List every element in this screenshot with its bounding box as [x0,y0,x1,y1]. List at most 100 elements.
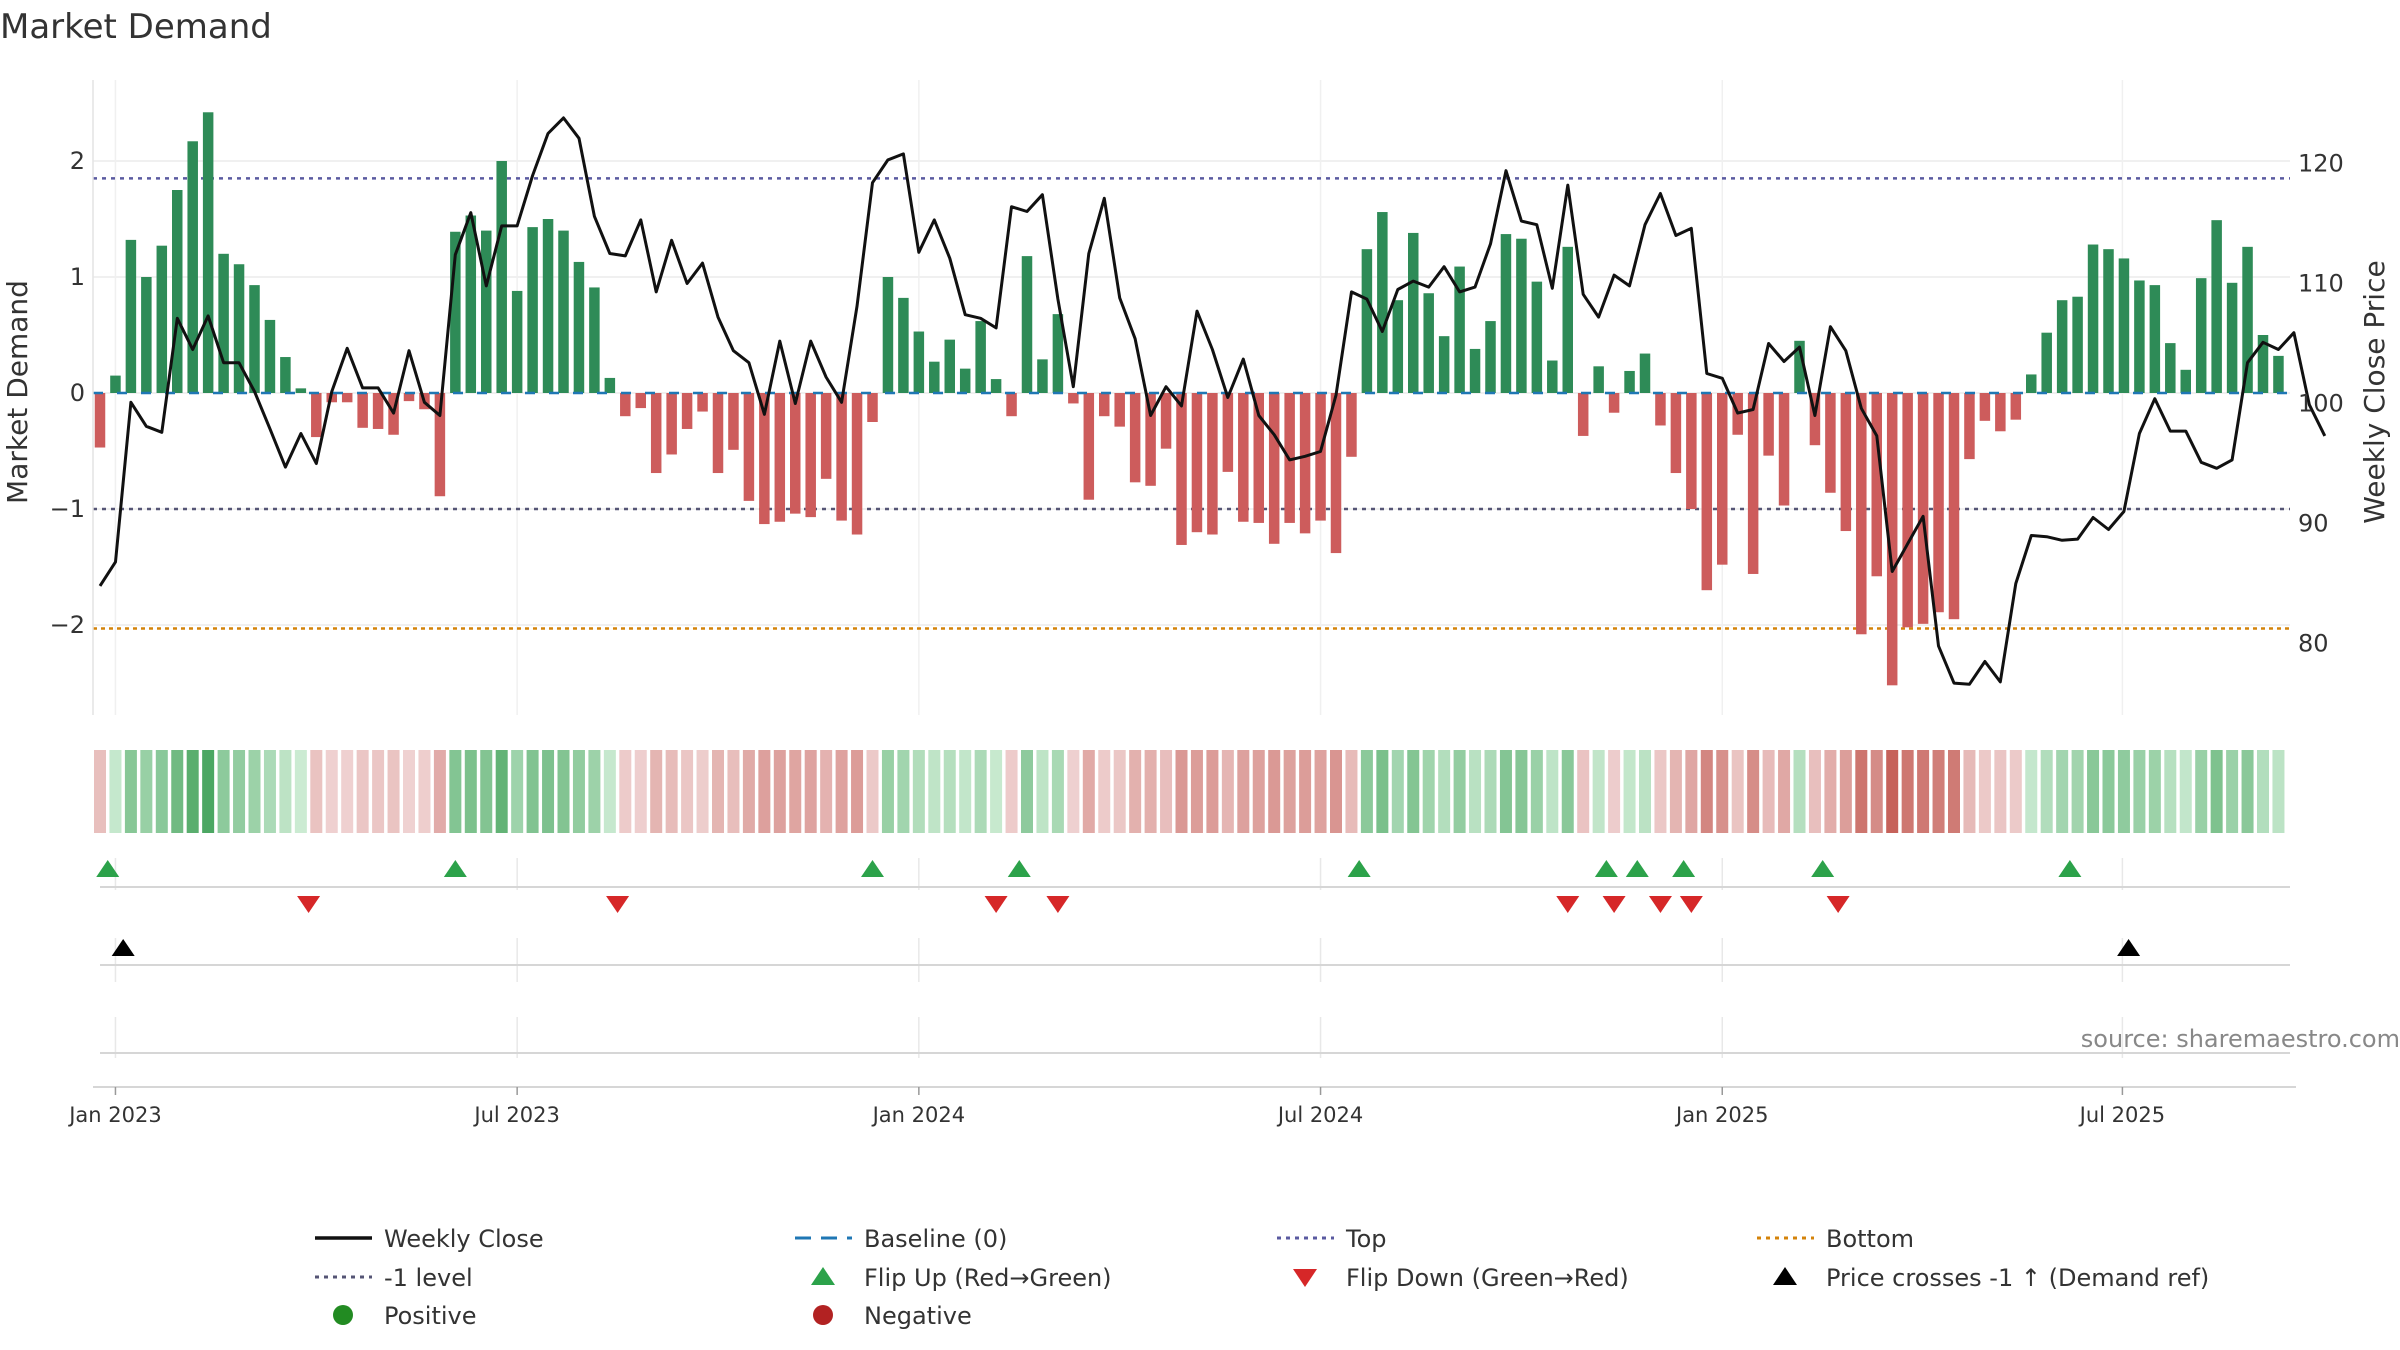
demand-bar [1006,393,1017,417]
heat-cell [1082,750,1095,833]
heat-cell [233,750,246,833]
demand-bar [1052,314,1064,393]
heat-cell [1422,750,1435,833]
demand-bar [1191,393,1203,533]
heat-cell [1639,750,1651,833]
heat-cell [557,750,570,833]
demand-bar [2211,220,2222,393]
demand-bar [2226,282,2238,393]
demand-bar [944,339,955,393]
demand-bar [1979,393,1991,421]
heat-cell [2226,750,2239,833]
x-tick-label: Jan 2024 [871,1103,966,1127]
demand-bar [851,393,863,535]
demand-bar [1160,393,1172,449]
y-tick-left: −2 [50,611,85,639]
heat-cell [1762,750,1775,833]
flip-down-marker [1602,896,1626,913]
demand-bar [1809,393,1821,446]
legend-label: Flip Up (Red→Green) [864,1264,1112,1292]
demand-bar [1392,300,1404,393]
heat-cell [1592,750,1605,833]
demand-bar [959,368,971,393]
heat-cell [1144,750,1157,833]
heat-cell [990,750,1003,833]
demand-bar [820,393,832,479]
x-tick-label: Jul 2025 [2078,1103,2165,1127]
heat-cell [94,750,106,833]
demand-bar [1995,393,2006,432]
demand-bar [2041,332,2052,393]
flip-up-marker [2058,860,2082,877]
heat-cell [1978,750,1991,833]
demand-bar [1114,393,1125,427]
flip-up-marker [96,860,120,877]
demand-bar [573,261,585,393]
heat-cell [124,750,137,833]
demand-bar [311,393,322,438]
demand-bar [125,239,137,393]
heat-cell [758,750,771,833]
heat-cell [634,750,647,833]
flip-down-marker [984,896,1008,913]
demand-bar [2165,343,2176,393]
heat-cell [1051,750,1064,833]
demand-bar [650,393,662,474]
heat-cell [1917,750,1930,833]
heat-cell [2102,750,2115,833]
demand-bar [697,393,708,412]
demand-bar [1577,393,1589,436]
heat-cell [1067,750,1080,833]
demand-bar [1639,353,1651,393]
legend-label: Bottom [1826,1225,1914,1253]
demand-bar [2072,296,2083,393]
heat-cell [1530,750,1543,833]
heat-cell [1206,750,1219,833]
demand-bar [2273,355,2284,393]
demand-bar [1299,393,1311,534]
heat-cell [1314,750,1327,833]
demand-bar [1346,393,1357,457]
demand-bar [2087,244,2099,393]
flip-down-marker [1046,896,1070,913]
y-tick-right: 100 [2298,390,2344,418]
heat-cell [897,750,910,833]
heat-cell [1129,750,1142,833]
demand-bar [2149,285,2161,393]
legend-label: Weekly Close [384,1225,544,1253]
demand-bar [712,393,724,474]
heat-cell [217,750,230,833]
demand-bar [1469,348,1481,393]
demand-bar [898,297,909,393]
demand-bar [990,379,1002,393]
demand-bar [1871,393,1882,577]
demand-bar [635,393,646,409]
heat-cell [2241,750,2254,833]
demand-bar [1129,393,1141,483]
heat-cell [1268,750,1281,833]
demand-bar [882,277,894,393]
heat-cell [1608,750,1621,833]
flip-up-marker [1007,860,1031,877]
flip-up-marker [1811,860,1835,877]
heat-cell [619,750,632,833]
heat-cell [1963,750,1976,833]
flip-up-marker [1594,860,1618,877]
heat-cell [542,750,555,833]
demand-bar [249,285,260,393]
demand-bar [1207,393,1218,535]
demand-bar [372,393,384,429]
heat-cell [1098,750,1111,833]
demand-bar [1655,393,1666,426]
heat-cell [2087,750,2100,833]
heat-cell [681,750,694,833]
demand-bar [110,375,121,393]
demand-bar [790,393,801,514]
heat-cell [495,750,508,833]
demand-bar [1593,366,1604,393]
heat-cell [1669,750,1682,833]
heat-cell [418,750,431,833]
heat-cell [1515,750,1528,833]
grid [93,80,2290,1058]
demand-bar [450,231,461,393]
